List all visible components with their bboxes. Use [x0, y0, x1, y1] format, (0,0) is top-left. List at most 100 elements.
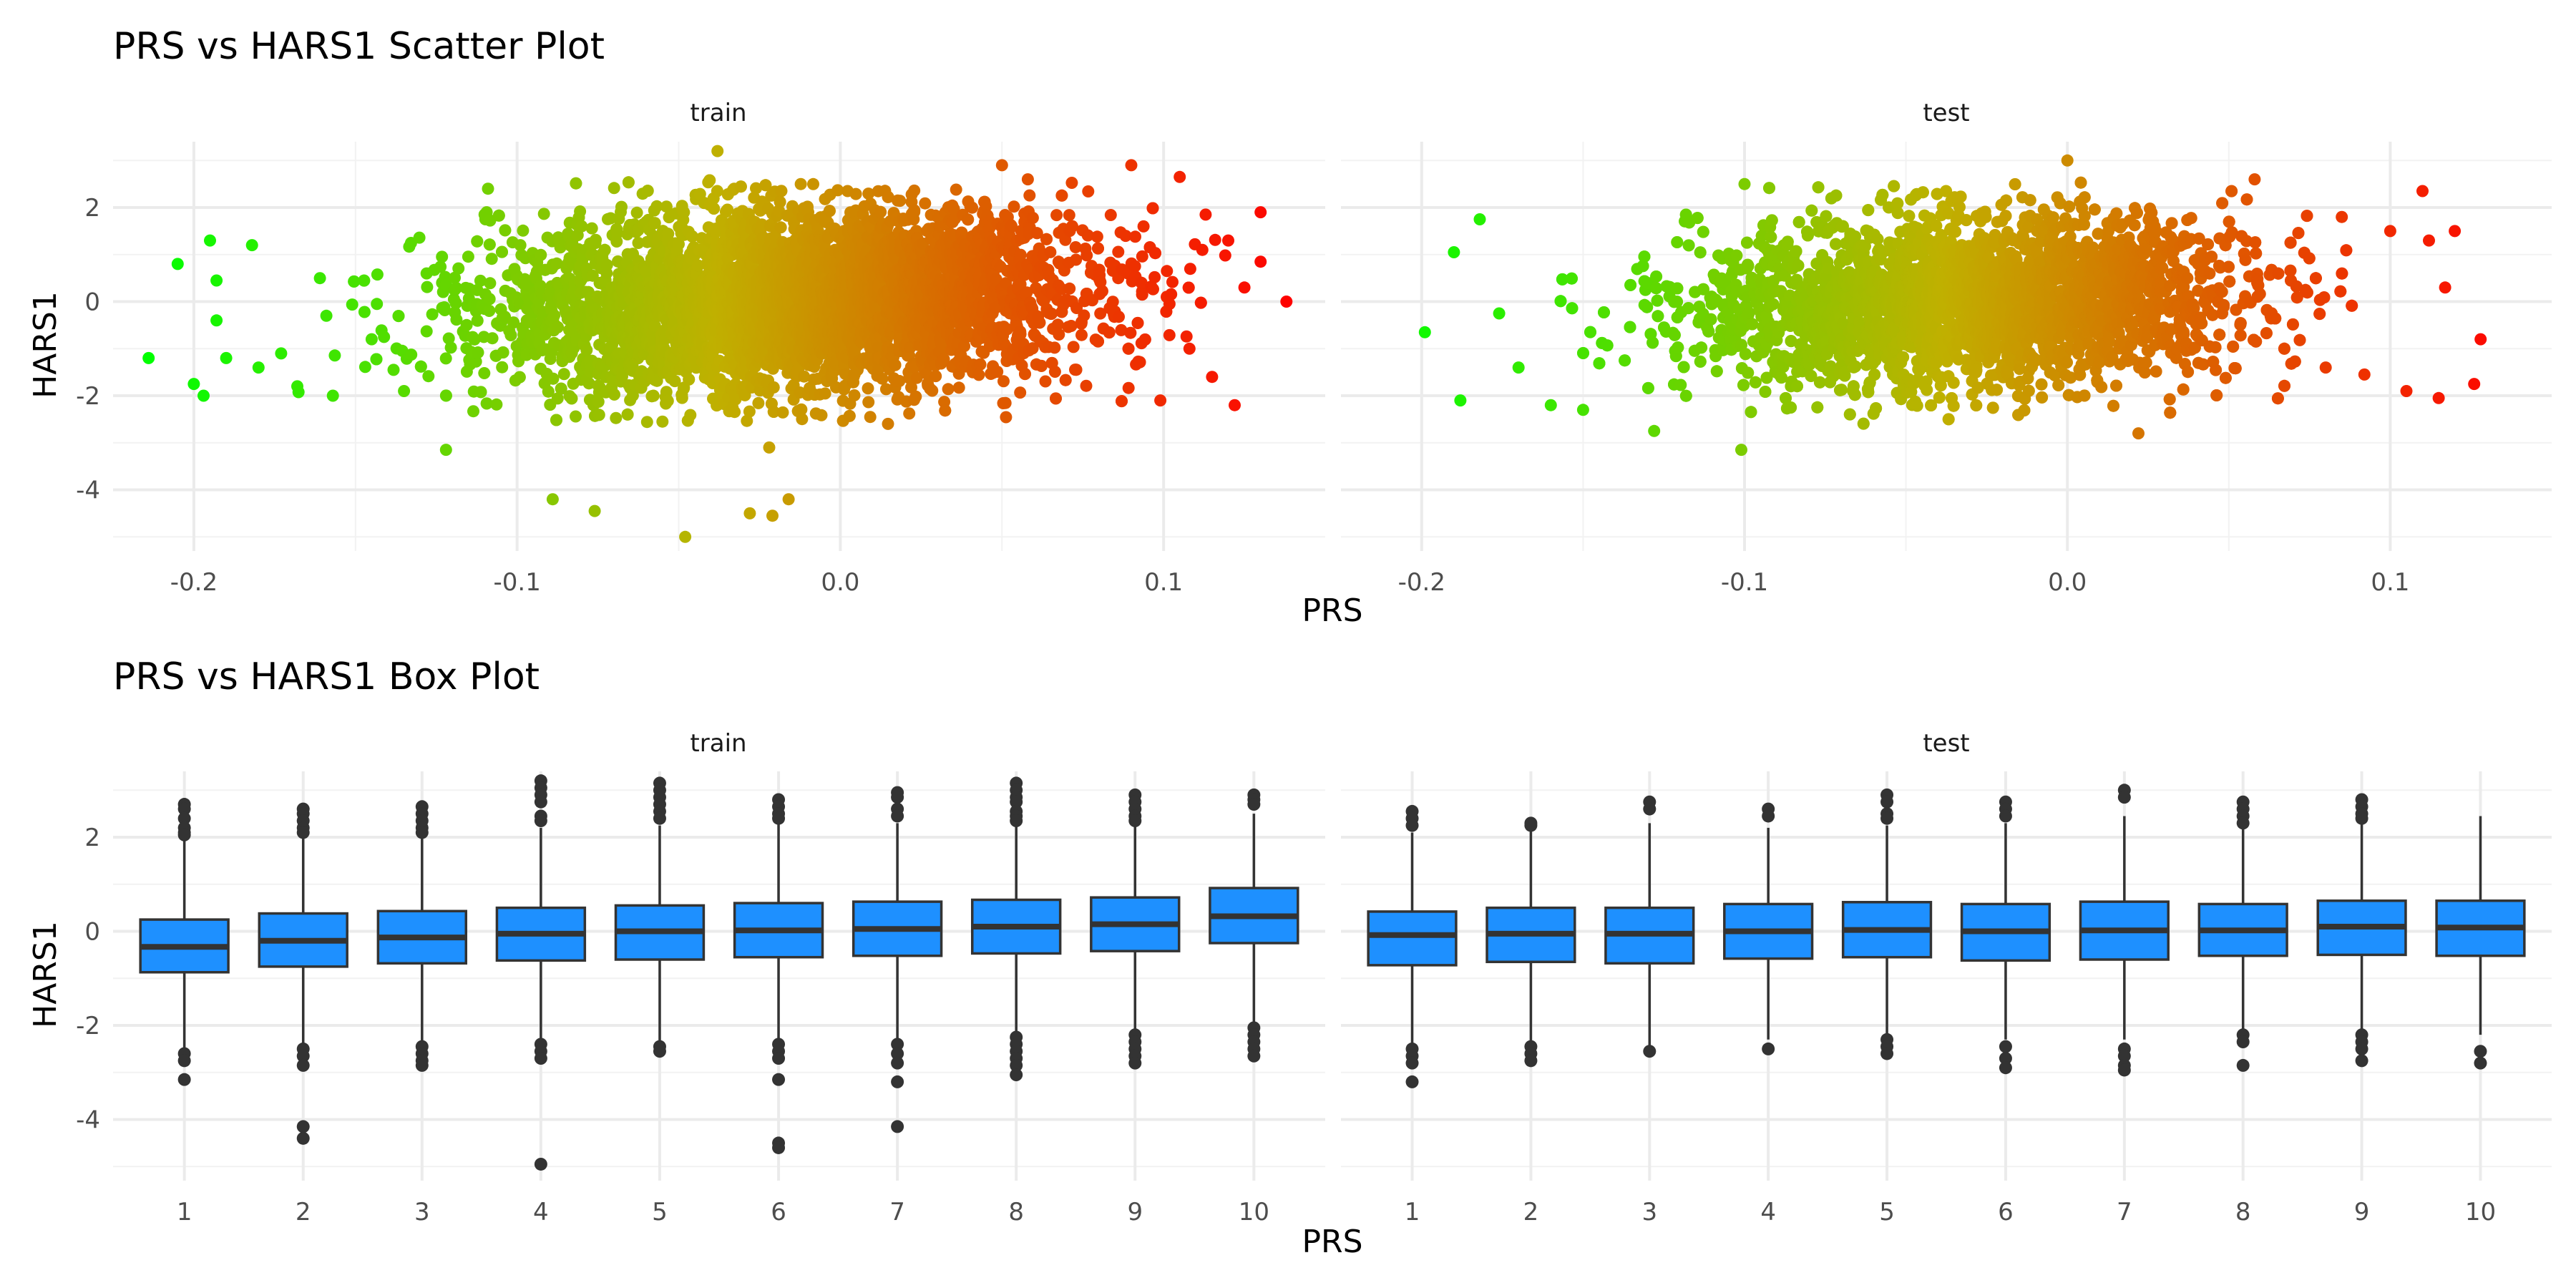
- scatter-point: [600, 258, 613, 271]
- scatter-point: [610, 411, 623, 424]
- scatter-point: [950, 183, 962, 196]
- scatter-point: [962, 213, 975, 226]
- y-tick-label: -4: [76, 477, 100, 505]
- scatter-point: [474, 386, 487, 399]
- scatter-point: [483, 238, 496, 251]
- scatter-point: [421, 280, 434, 293]
- scatter-point: [592, 396, 605, 408]
- scatter-point: [588, 504, 601, 517]
- scatter-point: [903, 407, 916, 420]
- scatter-point: [926, 384, 939, 397]
- scatter-point: [823, 205, 836, 218]
- scatter-point: [766, 509, 779, 522]
- scatter-point: [776, 406, 789, 419]
- scatter-point: [775, 185, 788, 197]
- scatter-point: [641, 185, 654, 197]
- scatter-point: [555, 382, 567, 395]
- scatter-point: [615, 200, 628, 213]
- scatter-point: [450, 313, 463, 326]
- scatter-point: [436, 250, 449, 263]
- scatter-point: [679, 530, 692, 543]
- scatter-point: [675, 391, 688, 404]
- scatter-point: [142, 351, 155, 364]
- scatter-point: [708, 203, 721, 215]
- scatter-point: [974, 358, 987, 371]
- scatter-point: [275, 347, 288, 360]
- scatter-point: [966, 201, 979, 214]
- scatter-point: [874, 205, 887, 218]
- scatter-point: [462, 250, 474, 263]
- scatter-point: [468, 333, 481, 346]
- scatter-point: [919, 197, 932, 210]
- scatter-point: [703, 174, 716, 187]
- scatter-point: [171, 258, 184, 270]
- scatter-point: [930, 370, 942, 383]
- scatter-panel-train: -0.2 -0.1 0.0 0.1-4-202: [76, 142, 1325, 597]
- scatter-point: [547, 372, 560, 385]
- scatter-point: [442, 332, 455, 345]
- scatter-point: [469, 355, 482, 368]
- scatter-point: [371, 268, 384, 281]
- scatter-point: [460, 318, 473, 331]
- scatter-point: [348, 275, 361, 288]
- scatter-point: [650, 374, 663, 387]
- scatter-point: [661, 394, 674, 407]
- scatter-point: [485, 253, 498, 265]
- scatter-point: [535, 248, 547, 261]
- scatter-point: [585, 222, 598, 235]
- scatter-point: [517, 224, 530, 237]
- scatter-point: [387, 364, 400, 376]
- scatter-point: [734, 180, 747, 193]
- scatter-point: [245, 239, 258, 252]
- box-strip-test: test: [1923, 729, 1969, 758]
- scatter-point: [848, 389, 861, 401]
- scatter-point: [862, 382, 874, 395]
- scatter-point: [550, 257, 563, 270]
- box-strip-train: train: [690, 729, 746, 758]
- scatter-point: [621, 408, 634, 421]
- box-x-axis-title: PRS: [1302, 1224, 1362, 1260]
- scatter-point: [326, 389, 339, 402]
- scatter-point: [743, 405, 756, 418]
- scatter-point: [483, 293, 496, 306]
- scatter-point: [598, 243, 611, 256]
- scatter-point: [570, 177, 582, 190]
- x-tick-label: -0.2: [170, 568, 218, 597]
- scatter-point: [496, 361, 509, 374]
- scatter-point: [507, 316, 520, 329]
- scatter-point: [496, 245, 508, 258]
- scatter-point: [684, 409, 697, 421]
- scatter-point: [484, 214, 497, 227]
- scatter-point: [743, 507, 756, 519]
- scatter-point: [513, 371, 526, 384]
- scatter-point: [220, 351, 233, 364]
- scatter-point: [864, 411, 877, 424]
- scatter-point: [548, 309, 560, 322]
- scatter-point: [467, 405, 479, 418]
- scatter-point: [499, 311, 512, 323]
- scatter-point: [292, 386, 305, 399]
- scatter-point: [582, 377, 595, 390]
- scatter-point: [482, 182, 494, 195]
- scatter-point: [972, 369, 985, 381]
- scatter-point: [483, 304, 496, 317]
- scatter-point: [378, 331, 391, 343]
- scatter-point: [711, 185, 723, 197]
- scatter-point: [721, 203, 734, 216]
- scatter-point: [590, 233, 602, 246]
- scatter-point: [452, 262, 465, 275]
- scatter-point: [796, 413, 809, 426]
- scatter-point: [520, 348, 533, 361]
- scatter-point: [580, 343, 593, 356]
- scatter-point: [939, 404, 952, 417]
- scatter-point: [908, 184, 921, 197]
- scatter-point: [358, 274, 371, 287]
- scatter-point: [371, 298, 384, 311]
- scatter-point: [365, 333, 378, 346]
- scatter-point: [942, 383, 955, 396]
- scatter-point: [422, 370, 435, 383]
- scatter-point: [328, 349, 341, 362]
- scatter-point: [565, 392, 578, 405]
- scatter-point: [472, 346, 484, 359]
